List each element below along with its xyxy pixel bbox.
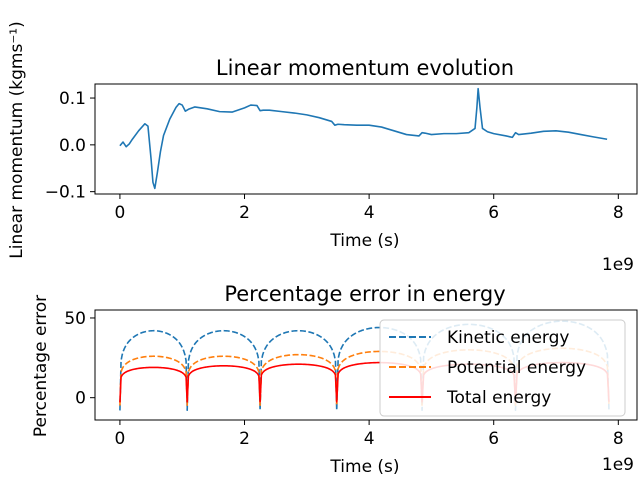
energy-error-chart-x-ticks: 0 2 4 6 8 [115,420,624,449]
energy-error-x-tick-label-4: 8 [613,429,624,449]
energy-error-chart-axes [94,309,638,421]
energy-error-chart-y-ticks: 0 50 [64,309,95,409]
energy-error-x-tick-label-1: 2 [239,429,250,449]
energy-error-x-tick-label-0: 0 [115,429,126,449]
legend-frame [379,319,626,417]
momentum-chart-title: Linear momentum evolution [216,56,514,80]
legend-potential-label: Potential energy [447,358,586,378]
energy-error-x-tick-label-2: 4 [364,429,375,449]
momentum-chart-lines [119,87,608,190]
energy-error-chart-x-label: Time (s) [329,457,399,477]
energy-error-chart: Percentage error in energy 0 2 4 6 8 0 50 Tim… [31,282,638,477]
momentum-chart: Linear momentum evolution 0 2 4 6 8 −0.1 0.0 0… [7,21,638,275]
momentum-chart-x-offset: 1e9 [602,255,634,275]
energy-error-chart-y-label: Percentage error [31,295,51,437]
momentum-chart-x-label: Time (s) [329,231,399,251]
legend-kinetic-label: Kinetic energy [447,328,569,348]
momentum-chart-axes [94,83,638,195]
momentum-x-tick-label-4: 8 [613,203,624,223]
momentum-x-tick-label-2: 4 [364,203,375,223]
energy-error-legend: Kinetic energy Potential energy Total en… [379,319,626,417]
energy-error-x-tick-label-3: 6 [488,429,499,449]
momentum-x-tick-label-1: 2 [239,203,250,223]
momentum-x-tick-label-0: 0 [115,203,126,223]
momentum-chart-x-ticks: 0 2 4 6 8 [115,194,624,223]
legend-total-label: Total energy [446,388,551,408]
momentum-y-tick-label-1: 0.0 [59,136,86,156]
momentum-y-tick-label-2: 0.1 [59,89,86,109]
momentum-chart-y-ticks: −0.1 0.0 0.1 [45,89,95,203]
momentum-series-line-0 [119,87,608,190]
momentum-chart-y-label: Linear momentum (kgms⁻¹) [7,21,27,259]
energy-error-chart-title: Percentage error in energy [224,282,505,306]
momentum-x-tick-label-3: 6 [488,203,499,223]
energy-error-y-tick-label-1: 50 [64,309,86,329]
energy-error-y-tick-label-0: 0 [75,389,86,409]
momentum-y-tick-label-0: −0.1 [45,183,86,203]
energy-error-chart-x-offset: 1e9 [602,455,634,475]
